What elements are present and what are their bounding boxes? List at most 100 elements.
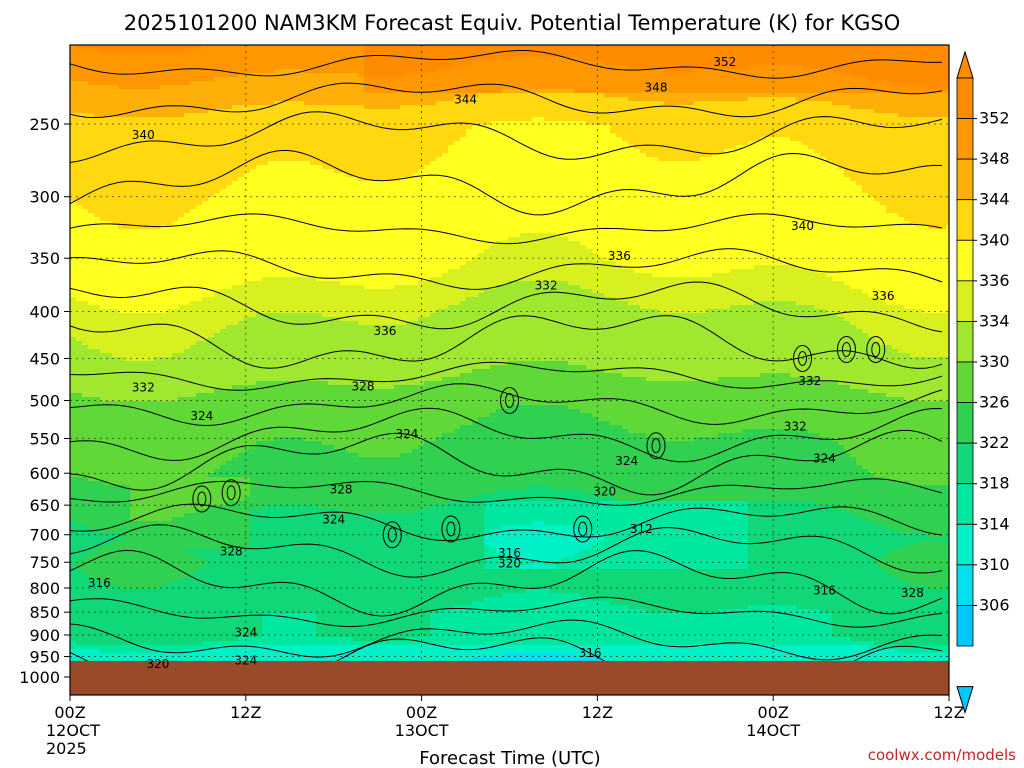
colorbar: 352 348 344 340 336 334 330 326 322 318 314 310 306	[956, 50, 1010, 715]
y-tick-label: 800	[29, 579, 60, 598]
colorbar-swatch	[956, 361, 974, 403]
y-tick-label: 650	[29, 496, 60, 515]
x-axis-label: Forecast Time (UTC)	[419, 748, 600, 768]
contour-line	[70, 619, 943, 661]
contour-label: 324	[234, 654, 257, 668]
colorbar-swatch	[956, 523, 974, 566]
contour-line	[70, 407, 943, 463]
y-tick-label: 350	[29, 249, 60, 268]
colorbar-swatch	[956, 158, 974, 201]
colorbar-swatch	[956, 280, 974, 322]
y-tick-label: 300	[29, 188, 60, 207]
x-tick-label: 00Z	[758, 703, 789, 722]
contour-cell	[798, 350, 807, 366]
credit-text[interactable]: coolwx.com/models	[868, 746, 1016, 764]
contour-label: 324	[322, 513, 345, 527]
contour-line	[70, 361, 943, 391]
colorbar-label: 314	[979, 514, 1010, 533]
contour-cell	[651, 438, 661, 454]
contour-cell	[866, 336, 886, 364]
contour-line	[70, 549, 943, 617]
contour-label: 312	[630, 522, 653, 536]
y-axis: 250 300 350 400 450 500 550 600 650 700 750 800 850 9…	[19, 115, 70, 687]
colorbar-swatch	[956, 442, 974, 485]
contour-line	[70, 281, 943, 333]
y-tick-label: 700	[29, 526, 60, 545]
contour-label: 332	[535, 279, 558, 293]
contour-label: 328	[330, 483, 353, 497]
contour-cell	[192, 485, 212, 513]
colorbar-swatch	[956, 77, 974, 119]
contour-label: 340	[791, 219, 814, 233]
y-tick-label: 1000	[19, 668, 60, 687]
contour-label: 324	[190, 409, 213, 423]
y-tick-label: 900	[29, 626, 60, 645]
y-tick-label: 600	[29, 464, 60, 483]
contour-label: 316	[88, 576, 111, 590]
colorbar-swatch	[956, 605, 974, 647]
x-tick-label: 00Z	[406, 703, 437, 722]
y-tick-label: 500	[29, 392, 60, 411]
contour-label: 320	[146, 657, 169, 671]
contour-cell	[578, 521, 588, 537]
y-tick-label: 550	[29, 430, 60, 449]
colorbar-label: 322	[979, 433, 1010, 452]
contour-line	[70, 213, 943, 245]
colorbar-arrow-bottom	[956, 686, 974, 715]
plot-frame	[69, 44, 950, 696]
colorbar-label: 326	[979, 393, 1010, 412]
colorbar-label: 348	[979, 149, 1010, 168]
contour-cell	[441, 515, 461, 543]
y-tick-label: 250	[29, 115, 60, 134]
contour-label: 344	[454, 92, 477, 106]
contour-label: 320	[593, 484, 616, 498]
x-tick-label: 12Z	[230, 703, 261, 722]
contour-line	[70, 429, 943, 496]
contour-label: 328	[901, 586, 924, 600]
contour-cell	[505, 393, 514, 408]
contour-label: 316	[813, 583, 836, 597]
contour-label: 348	[645, 80, 668, 94]
contour-cell	[446, 521, 456, 537]
contour-cell	[841, 342, 851, 358]
contour-label: 324	[395, 427, 418, 441]
contour-label: 328	[352, 380, 375, 394]
contour-line	[70, 503, 943, 542]
contour-cell	[500, 387, 519, 414]
colorbar-label: 318	[979, 474, 1010, 493]
contour-line	[70, 524, 943, 578]
contour-label: 316	[579, 646, 602, 660]
colorbar-label: 344	[979, 190, 1010, 209]
y-tick-label: 400	[29, 302, 60, 321]
colorbar-swatch	[956, 118, 974, 160]
contour-line	[70, 383, 943, 427]
contour-label: 324	[813, 451, 836, 465]
contour-label: 352	[713, 55, 736, 69]
colorbar-label: 336	[979, 271, 1010, 290]
colorbar-arrow-top	[956, 50, 974, 79]
colorbar-label: 352	[979, 109, 1010, 128]
y-tick-label: 850	[29, 603, 60, 622]
y-tick-label: 450	[29, 349, 60, 368]
contour-cell	[573, 515, 593, 543]
x-tick-label: 12OCT	[46, 721, 100, 740]
colorbar-swatch	[956, 199, 974, 241]
ground-below-surface	[70, 660, 949, 695]
x-tick-label: 00Z	[54, 703, 85, 722]
x-tick-label: 2025	[46, 739, 87, 758]
contour-cell	[871, 342, 881, 358]
chart-title: 2025101200 NAM3KM Forecast Equiv. Potent…	[124, 11, 901, 35]
colorbar-swatch	[956, 321, 974, 363]
contour-line	[70, 111, 943, 163]
contour-label: 332	[798, 374, 821, 388]
colorbar-swatch	[956, 483, 974, 525]
contour-label: 336	[374, 324, 397, 338]
colorbar-label: 310	[979, 555, 1010, 574]
contour-line	[70, 82, 943, 119]
y-tick-label: 950	[29, 648, 60, 667]
contour-line	[70, 596, 943, 628]
contour-label: 340	[132, 128, 155, 142]
x-tick-label: 14OCT	[746, 721, 800, 740]
